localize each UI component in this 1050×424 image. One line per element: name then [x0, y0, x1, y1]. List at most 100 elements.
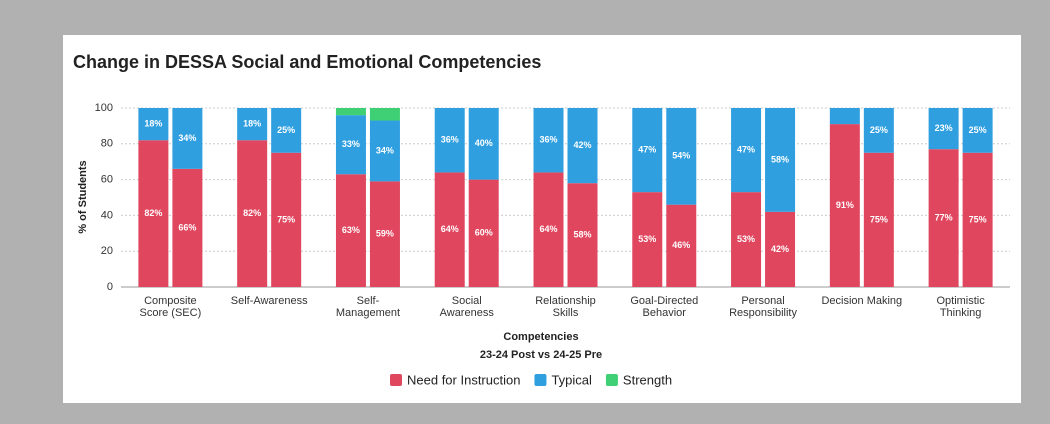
data-label: 33% [342, 139, 360, 149]
x-tick-label: Self-Management [335, 295, 401, 319]
y-tick-label: 40 [101, 209, 113, 221]
bar-segment [335, 115, 366, 175]
data-label: 18% [144, 118, 162, 128]
data-label: 82% [243, 208, 261, 218]
data-label: 77% [935, 212, 953, 222]
data-label: 34% [376, 145, 394, 155]
chart-title: Change in DESSA Social and Emotional Com… [73, 52, 541, 72]
bar-segment [829, 124, 860, 287]
data-label: 36% [539, 135, 557, 145]
bar-segment [434, 108, 465, 173]
x-tick-label: Personal Responsibility [729, 295, 797, 319]
chart-panel: Change in DESSA Social and Emotional Com… [63, 35, 1021, 403]
bar-segment [335, 174, 366, 287]
data-label: 25% [870, 125, 888, 135]
x-tick-label: Social Awareness [439, 295, 494, 319]
x-tick-label: Goal-Directed Behavior [630, 295, 699, 319]
data-label: 47% [737, 144, 755, 154]
bar-segment [172, 168, 203, 287]
bar-segment [533, 172, 564, 287]
data-label: 64% [539, 224, 557, 234]
bar-segment [237, 140, 268, 287]
data-label: 47% [638, 144, 656, 154]
bar-segment [829, 108, 860, 125]
bar-segment [765, 108, 796, 212]
legend-label: Need for Instruction [407, 372, 520, 387]
legend-swatch [605, 374, 618, 386]
data-label: 58% [573, 229, 591, 239]
data-label: 63% [342, 225, 360, 235]
bar-segment [533, 108, 564, 173]
data-label: 25% [969, 125, 987, 135]
bar-segment [962, 108, 993, 153]
chart: Change in DESSA Social and Emotional Com… [73, 52, 1010, 387]
chart-subtitle: 23-24 Post vs 24-25 Pre [480, 349, 602, 361]
bar-segment [731, 108, 762, 193]
x-tick-label: Decision Making [821, 295, 903, 307]
x-tick-label: Relationship Skills [535, 295, 596, 319]
data-label: 34% [178, 133, 196, 143]
y-tick-label: 100 [95, 102, 113, 114]
y-axis-title: % of Students [77, 160, 89, 233]
bar-segment [138, 108, 169, 141]
bar-segment [666, 108, 697, 205]
data-label: 91% [836, 200, 854, 210]
bar-segment [369, 120, 400, 182]
bar-segment [928, 108, 959, 150]
bar-segment [863, 152, 894, 287]
data-label: 82% [144, 208, 162, 218]
y-tick-label: 0 [107, 281, 113, 293]
data-label: 59% [376, 229, 394, 239]
x-tick-label: Self-Awareness [230, 295, 308, 307]
bar-segment [632, 192, 663, 287]
bar-segment [468, 108, 499, 180]
y-tick-label: 20 [101, 245, 113, 257]
bar-segment [369, 181, 400, 287]
legend-swatch [534, 374, 547, 386]
data-label: 42% [771, 244, 789, 254]
data-label: 42% [573, 140, 591, 150]
data-label: 75% [969, 214, 987, 224]
data-label: 25% [277, 125, 295, 135]
bar-segment [863, 108, 894, 153]
bar-segment [468, 179, 499, 287]
data-label: 36% [441, 135, 459, 145]
data-label: 40% [475, 138, 493, 148]
data-label: 75% [870, 214, 888, 224]
bar-segment [271, 108, 302, 153]
x-axis-title: Competencies [503, 331, 578, 343]
bar-segment [928, 149, 959, 287]
bar-segment [369, 108, 400, 121]
bar-segment [567, 108, 598, 184]
bar-segment [632, 108, 663, 193]
data-label: 53% [638, 234, 656, 244]
bar-segment [237, 108, 268, 141]
data-label: 66% [178, 222, 196, 232]
bar-segment [666, 204, 697, 287]
data-label: 53% [737, 234, 755, 244]
bar-segment [567, 183, 598, 287]
x-tick-label: Composite Score (SEC) [139, 295, 202, 319]
data-label: 46% [672, 240, 690, 250]
bar-segment [271, 152, 302, 287]
y-tick-label: 60 [101, 174, 113, 186]
legend-swatch [390, 374, 402, 386]
bar-segment [962, 152, 993, 287]
data-label: 58% [771, 154, 789, 164]
x-tick-label: Optimistic Thinking [936, 295, 985, 319]
bar-segment [731, 192, 762, 287]
legend-label: Strength [623, 372, 672, 387]
bar-segment [765, 211, 796, 287]
data-label: 18% [243, 118, 261, 128]
data-label: 64% [441, 224, 459, 234]
data-label: 75% [277, 214, 295, 224]
data-label: 60% [475, 228, 493, 238]
bar-segment [335, 108, 366, 116]
legend-label: Typical [551, 372, 592, 387]
data-label: 23% [935, 123, 953, 133]
bar-segment [138, 140, 169, 287]
bar-segment [434, 172, 465, 287]
data-label: 54% [672, 151, 690, 161]
y-tick-label: 80 [101, 138, 113, 150]
bar-segment [172, 108, 203, 169]
